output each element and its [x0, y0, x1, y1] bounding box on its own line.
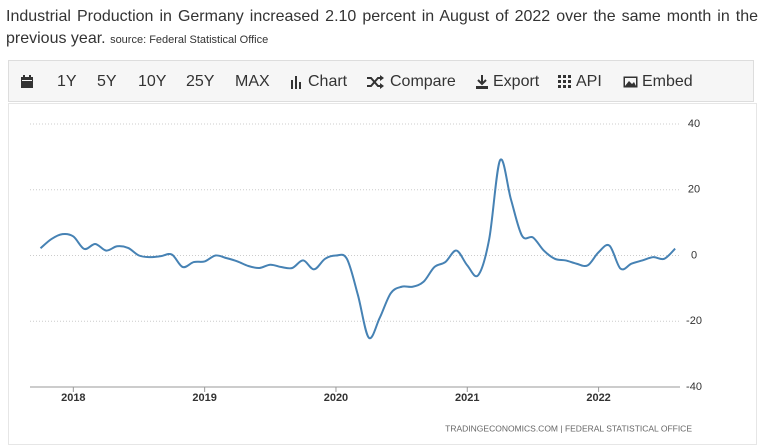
footer: TRADINGECONOMICS.COM | FEDERAL STATISTIC…: [445, 423, 692, 433]
headline: Industrial Production in Germany increas…: [6, 6, 758, 51]
calendar-icon[interactable]: [20, 75, 34, 89]
y-tick-label: 20: [688, 184, 700, 196]
y-tick-label: 40: [688, 118, 700, 130]
x-tick-label: 2020: [324, 392, 348, 404]
y-tick-label: 0: [691, 249, 697, 261]
headline-text: Industrial Production in Germany increas…: [6, 8, 758, 47]
range-button[interactable]: 10Y: [138, 73, 167, 90]
data-line: [39, 158, 676, 340]
api-icon: [558, 75, 571, 88]
action-button[interactable]: Export: [493, 73, 540, 90]
action-button[interactable]: Compare: [390, 73, 456, 90]
y-tick-label: -40: [686, 381, 702, 393]
range-button[interactable]: MAX: [235, 73, 270, 90]
range-button[interactable]: 1Y: [57, 73, 77, 90]
x-tick-label: 2019: [192, 392, 216, 404]
export-icon: [476, 75, 488, 89]
source: source: Federal Statistical Office: [110, 34, 269, 46]
chart-frame: [8, 103, 757, 445]
action-button[interactable]: API: [576, 73, 602, 90]
y-tick-label: -20: [686, 315, 702, 327]
toolbar: 1Y 5Y 10Y 25Y MAX Chart Compare Export A…: [8, 60, 754, 102]
compare-icon: [367, 75, 384, 89]
embed-icon: [623, 76, 638, 88]
x-tick-label: 2018: [61, 392, 85, 404]
x-tick-label: 2021: [455, 392, 479, 404]
range-button[interactable]: 5Y: [97, 73, 117, 90]
chart: TRADINGECONOMICS.COM | FEDERAL STATISTIC…: [8, 103, 757, 445]
action-button[interactable]: Chart: [308, 73, 348, 90]
range-button[interactable]: 25Y: [186, 73, 215, 90]
chart-icon: [291, 76, 301, 89]
action-button[interactable]: Embed: [642, 73, 693, 90]
x-tick-label: 2022: [586, 392, 610, 404]
